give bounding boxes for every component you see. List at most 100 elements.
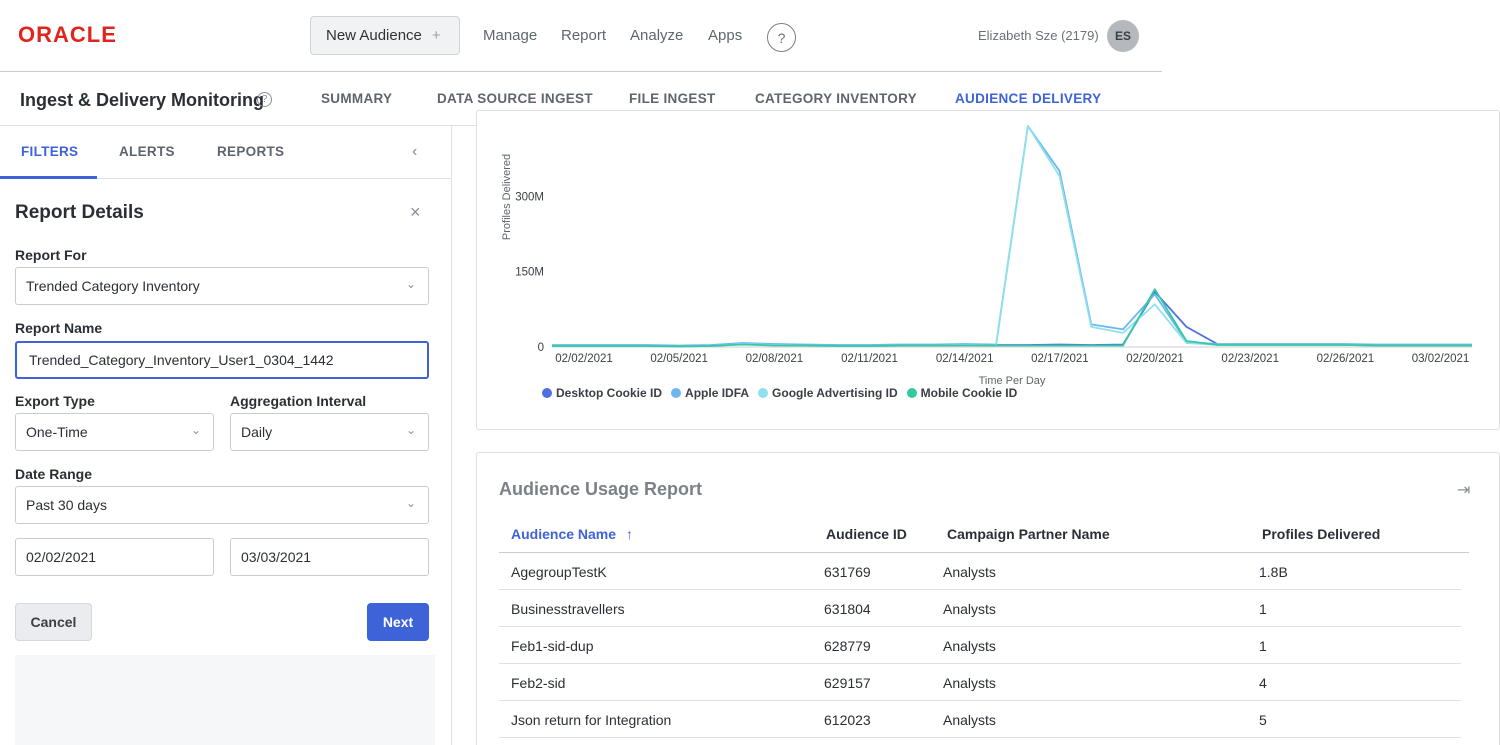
legend-item[interactable]: Mobile Cookie ID: [906, 386, 1018, 400]
cell-audience-id: 631769: [824, 564, 871, 580]
nav-report[interactable]: Report: [561, 27, 607, 44]
table-row[interactable]: AgegroupTestK 631769 Analysts 1.8B: [499, 553, 1461, 590]
chevron-down-icon: ⌄: [405, 423, 416, 437]
panel-tabs: FILTERS ALERTS REPORTS ‹: [0, 126, 451, 179]
tab-file-ingest[interactable]: FILE INGEST: [629, 91, 716, 106]
legend-label: Google Advertising ID: [772, 386, 898, 400]
x-tick-label: 02/23/2021: [1221, 353, 1279, 365]
export-type-label: Export Type: [15, 393, 95, 409]
table-row[interactable]: Json return for Integration 612023 Analyst…: [499, 701, 1461, 738]
usage-report-title: Audience Usage Report: [499, 479, 703, 499]
cell-audience-id: 612023: [824, 712, 871, 728]
series-line-mobile-cookie-id: [552, 288, 1472, 348]
help-icon[interactable]: ?: [767, 23, 796, 52]
export-type-value: One-Time: [26, 424, 88, 440]
series-line-google-advertising-id: [552, 125, 1472, 348]
aggregation-interval-value: Daily: [241, 424, 273, 440]
x-tick-label: 02/20/2021: [1126, 353, 1184, 365]
series-line-desktop-cookie-id: [552, 290, 1472, 347]
table-row[interactable]: Feb1-sid-dup 628779 Analysts 1: [499, 627, 1461, 664]
tab-data-source-ingest[interactable]: DATA SOURCE INGEST: [437, 91, 593, 106]
x-tick-label: 02/11/2021: [841, 353, 898, 365]
report-name-input[interactable]: Trended_Category_Inventory_User1_0304_14…: [15, 341, 429, 379]
cancel-button[interactable]: Cancel: [15, 603, 92, 641]
nav-manage[interactable]: Manage: [483, 27, 538, 44]
report-for-label: Report For: [15, 247, 87, 263]
question-icon[interactable]: ?: [257, 92, 272, 107]
page-title: Ingest & Delivery Monitoring: [20, 90, 265, 110]
new-audience-button[interactable]: New Audience +: [310, 16, 460, 55]
next-button[interactable]: Next: [367, 603, 429, 641]
start-date-value: 02/02/2021: [26, 549, 97, 565]
nav-analyze[interactable]: Analyze: [630, 27, 684, 44]
tab-filters[interactable]: FILTERS: [21, 144, 79, 159]
x-tick-label: 02/14/2021: [936, 353, 994, 365]
tab-reports[interactable]: REPORTS: [217, 144, 285, 159]
cell-audience-name: Feb2-sid: [511, 675, 566, 691]
report-for-value: Trended Category Inventory: [26, 278, 200, 294]
report-for-select[interactable]: Trended Category Inventory ⌄: [15, 267, 429, 305]
report-name-value: Trended_Category_Inventory_User1_0304_14…: [29, 352, 334, 368]
export-icon[interactable]: ⇥: [1457, 482, 1471, 499]
top-bar: ORACLE New Audience + Manage Report Anal…: [0, 0, 1162, 72]
start-date-input[interactable]: 02/02/2021: [15, 538, 214, 576]
column-header-profiles-delivered[interactable]: Profiles Delivered: [1262, 526, 1381, 542]
end-date-input[interactable]: 03/03/2021: [230, 538, 429, 576]
legend-item[interactable]: Desktop Cookie ID: [542, 386, 662, 400]
aggregation-interval-label: Aggregation Interval: [230, 393, 367, 409]
avatar[interactable]: ES: [1107, 20, 1139, 52]
tab-alerts[interactable]: ALERTS: [119, 144, 175, 159]
x-tick-label: 02/08/2021: [746, 353, 804, 365]
column-header-campaign-partner[interactable]: Campaign Partner Name: [947, 526, 1110, 542]
chevron-down-icon: ⌄: [405, 496, 416, 510]
cell-campaign-partner: Analysts: [943, 712, 996, 728]
close-icon[interactable]: ×: [410, 202, 421, 222]
legend-label: Mobile Cookie ID: [920, 386, 1018, 400]
x-tick-label: 02/02/2021: [555, 353, 613, 365]
chevron-left-icon[interactable]: ‹: [412, 143, 418, 160]
delivery-chart-card: Profiles Delivered 0 150M 300M 02/02/2021 02/…: [476, 110, 1500, 430]
x-tick-label: 02/17/2021: [1031, 353, 1089, 365]
tab-summary[interactable]: SUMMARY: [321, 91, 393, 106]
tab-audience-delivery[interactable]: AUDIENCE DELIVERY: [955, 91, 1102, 106]
nav-apps[interactable]: Apps: [708, 27, 743, 44]
cell-profiles-delivered: 5: [1259, 712, 1267, 728]
cell-audience-name: Businesstravellers: [511, 601, 625, 617]
active-panel-tab-indicator: [0, 176, 97, 179]
legend-item[interactable]: Apple IDFA: [671, 386, 749, 400]
oracle-logo[interactable]: ORACLE: [18, 22, 117, 47]
column-label: Audience Name: [511, 526, 617, 542]
audience-usage-report-card: Audience Usage Report ⇥ Audience Name ↑ …: [476, 452, 1500, 745]
column-header-audience-name[interactable]: Audience Name ↑: [511, 526, 633, 542]
legend-label: Apple IDFA: [685, 386, 750, 400]
export-type-select[interactable]: One-Time ⌄: [15, 413, 214, 451]
legend-dot-icon: [542, 388, 552, 398]
x-tick-label: 02/05/2021: [650, 353, 708, 365]
cell-profiles-delivered: 4: [1259, 675, 1267, 691]
user-name[interactable]: Elizabeth Sze (2179): [978, 28, 1099, 43]
table-row[interactable]: Feb2-sid 629157 Analysts 4: [499, 664, 1461, 701]
legend-dot-icon: [758, 388, 769, 398]
column-header-audience-id[interactable]: Audience ID: [826, 526, 907, 542]
report-name-label: Report Name: [15, 320, 103, 336]
cell-audience-id: 629157: [824, 675, 871, 691]
chevron-down-icon: ⌄: [190, 423, 201, 437]
table-row[interactable]: Businesstravellers 631804 Analysts 1: [499, 590, 1461, 627]
cell-campaign-partner: Analysts: [943, 675, 996, 691]
cell-audience-name: AgegroupTestK: [511, 564, 607, 580]
date-range-label: Date Range: [15, 466, 93, 482]
cell-profiles-delivered: 1.8B: [1259, 564, 1288, 580]
aggregation-interval-select[interactable]: Daily ⌄: [230, 413, 429, 451]
cell-campaign-partner: Analysts: [943, 601, 996, 617]
date-range-select[interactable]: Past 30 days ⌄: [15, 486, 429, 524]
tab-category-inventory[interactable]: CATEGORY INVENTORY: [755, 91, 917, 106]
y-axis-label: Profiles Delivered: [501, 154, 513, 240]
x-axis-label: Time Per Day: [979, 375, 1046, 387]
cell-audience-name: Feb1-sid-dup: [511, 638, 594, 654]
header-divider: [499, 552, 1469, 553]
report-details-title: Report Details: [15, 202, 144, 223]
y-tick-label: 300M: [515, 191, 544, 203]
cell-campaign-partner: Analysts: [943, 638, 996, 654]
legend-item[interactable]: Google Advertising ID: [758, 386, 898, 400]
end-date-value: 03/03/2021: [241, 549, 312, 565]
